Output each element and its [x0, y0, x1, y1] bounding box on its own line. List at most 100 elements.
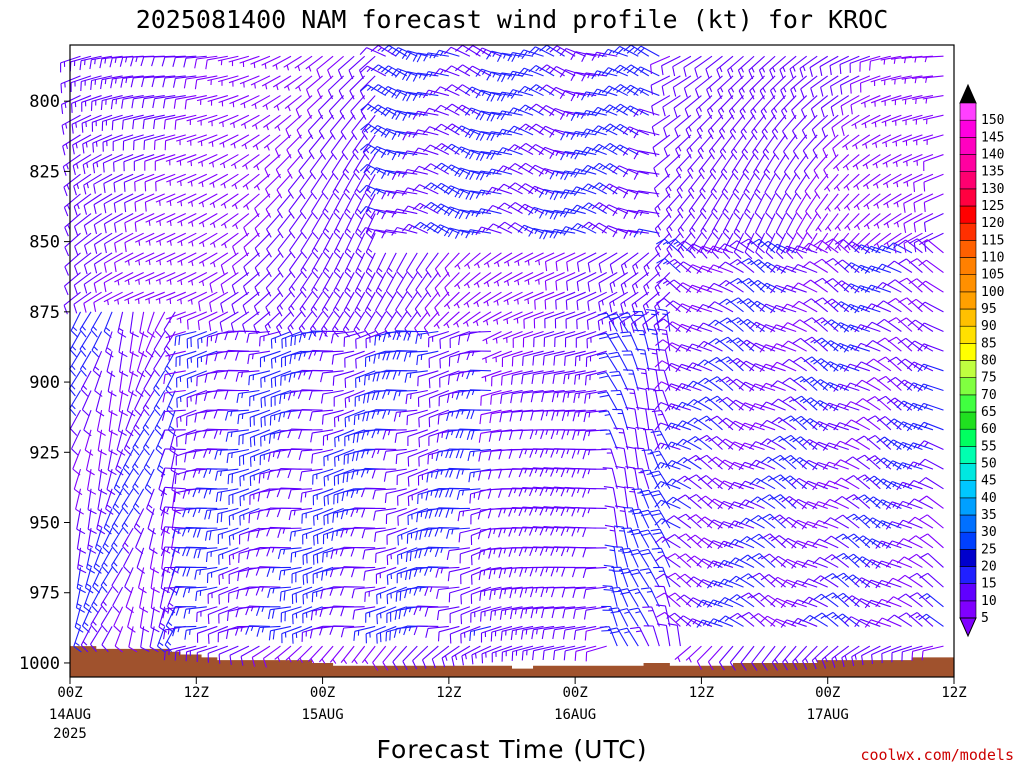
- colorbar-swatch: [959, 600, 977, 619]
- wind-barb: [354, 291, 366, 318]
- wind-barb: [507, 163, 534, 175]
- wind-barb: [235, 350, 260, 361]
- wind-barb: [375, 566, 397, 584]
- wind-barb: [717, 95, 734, 120]
- wind-barb: [322, 252, 334, 279]
- wind-barb: [165, 330, 186, 342]
- wind-barb: [643, 625, 660, 647]
- wind-barb: [582, 468, 607, 479]
- wind-barb: [433, 311, 450, 329]
- colorbar-swatch: [959, 257, 977, 276]
- wind-barb: [902, 114, 923, 126]
- wind-barb: [471, 645, 492, 665]
- wind-barb: [186, 134, 207, 146]
- wind-barb: [793, 395, 818, 411]
- wind-barb: [276, 487, 302, 498]
- wind-barb: [113, 606, 124, 633]
- wind-barb: [373, 507, 397, 521]
- wind-barb: [463, 291, 481, 308]
- wind-barb: [331, 350, 355, 365]
- wind-barb: [530, 606, 555, 619]
- wind-barb: [486, 131, 513, 141]
- wind-barb: [479, 586, 502, 601]
- wind-barb: [674, 645, 692, 663]
- wind-barb: [172, 75, 197, 88]
- wind-barb: [117, 410, 127, 436]
- wind-barb: [511, 645, 534, 661]
- wind-barb: [260, 370, 281, 388]
- wind-barb: [214, 468, 239, 481]
- wind-barb: [856, 474, 881, 490]
- x-tick-label: 00Z: [815, 685, 840, 701]
- wind-barb: [350, 566, 376, 578]
- wind-barb: [176, 193, 197, 207]
- wind-barb: [69, 331, 82, 358]
- wind-barb: [187, 291, 208, 305]
- wind-barb: [348, 55, 366, 80]
- wind-barb: [134, 213, 155, 232]
- wind-barb: [309, 154, 324, 180]
- colorbar-label: 40: [981, 491, 997, 506]
- wind-barb: [423, 52, 449, 62]
- x-tick-label: 12Z: [689, 685, 714, 701]
- wind-barb: [197, 134, 218, 147]
- wind-barb: [209, 173, 229, 188]
- wind-barb: [464, 86, 492, 97]
- wind-barb: [485, 186, 513, 196]
- wind-barb: [330, 134, 345, 160]
- wind-barb: [119, 351, 129, 377]
- wind-barb: [242, 291, 260, 315]
- wind-barb: [923, 134, 944, 145]
- wind-barb: [266, 252, 281, 278]
- wind-barb: [344, 389, 365, 408]
- wind-barb: [404, 370, 428, 383]
- wind-barb: [209, 252, 229, 268]
- wind-barb: [480, 606, 502, 622]
- wind-barb: [412, 645, 429, 670]
- colorbar-label: 150: [981, 113, 1004, 128]
- wind-barb: [402, 645, 418, 670]
- wind-barb: [110, 75, 134, 89]
- wind-barb: [160, 448, 186, 458]
- wind-barb: [524, 272, 544, 285]
- wind-barb: [492, 311, 513, 325]
- y-tick-label: 925: [29, 443, 60, 463]
- wind-barb: [412, 221, 439, 234]
- wind-barb: [359, 164, 386, 175]
- wind-barb: [475, 208, 502, 218]
- wind-barb: [805, 193, 818, 220]
- wind-barb: [500, 370, 523, 386]
- wind-barb: [242, 154, 260, 170]
- wind-barb: [308, 134, 323, 160]
- wind-barb: [177, 252, 197, 266]
- wind-barb: [397, 507, 418, 526]
- wind-barb: [375, 547, 397, 563]
- wind-barb: [305, 55, 323, 72]
- wind-barb: [435, 566, 460, 578]
- wind-barb: [108, 390, 118, 417]
- wind-barb: [654, 232, 671, 258]
- wind-barb: [209, 291, 229, 313]
- wind-barb: [147, 508, 157, 535]
- wind-barb: [386, 566, 407, 585]
- wind-barb: [176, 291, 197, 305]
- wind-barb: [352, 134, 366, 161]
- wind-barb: [483, 252, 502, 268]
- wind-barb: [332, 370, 355, 386]
- wind-barb: [118, 390, 128, 417]
- wind-barb: [207, 114, 229, 127]
- wind-barb: [323, 507, 344, 526]
- wind-barb: [496, 202, 523, 215]
- wind-barb: [355, 370, 376, 388]
- wind-barb: [391, 208, 418, 218]
- wind-barb: [730, 134, 744, 160]
- wind-barb: [813, 239, 839, 254]
- wind-barb: [338, 75, 355, 100]
- wind-barb: [343, 330, 365, 347]
- wind-barb: [479, 409, 502, 425]
- wind-barb: [275, 154, 292, 179]
- wind-barb: [228, 75, 250, 87]
- credit-link[interactable]: coolwx.com/models: [860, 746, 1014, 764]
- colorbar-label: 70: [981, 388, 997, 403]
